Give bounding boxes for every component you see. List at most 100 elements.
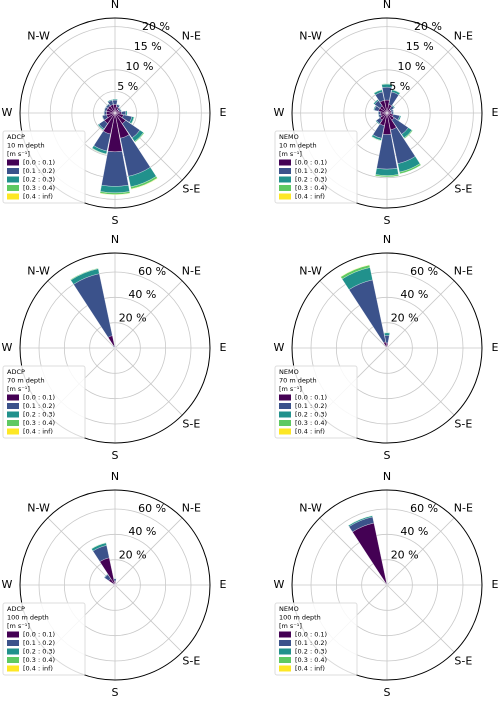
- legend-label: [0.0 : 0.1): [295, 631, 327, 639]
- legend-label: [0.2 : 0.3): [23, 648, 55, 656]
- direction-label: N: [111, 233, 119, 246]
- wind-bar: [73, 273, 113, 338]
- r-tick-label: 20 %: [142, 20, 170, 33]
- legend-swatch: [279, 640, 291, 646]
- wind-bar: [101, 115, 105, 121]
- legend-box: [274, 365, 358, 439]
- legend-title: ADCP: [7, 605, 25, 613]
- wind-bar: [112, 99, 118, 101]
- outer-circle: [19, 489, 211, 681]
- grid-spoke: [386, 347, 455, 416]
- grid-spoke: [319, 517, 388, 586]
- direction-label: N-W: [299, 30, 322, 43]
- grid-spoke: [319, 280, 388, 349]
- legend-swatch: [7, 193, 19, 200]
- wind-bar: [375, 168, 399, 176]
- outer-circle: [291, 252, 483, 444]
- r-tick-label: 20 %: [391, 312, 419, 325]
- legend-title: NEMO: [279, 605, 299, 613]
- legend-label: [0.2 : 0.3): [295, 176, 327, 184]
- legend-box: [2, 602, 86, 676]
- r-tick-label: 20 %: [119, 549, 147, 562]
- legend-label: [0.4 : inf): [295, 193, 325, 201]
- legend-swatch: [279, 648, 291, 655]
- direction-label: W: [2, 341, 13, 354]
- legend-title: 70 m depth: [7, 377, 45, 385]
- legend-swatch: [7, 657, 19, 663]
- wind-bar: [391, 111, 394, 115]
- wind-bar: [375, 174, 399, 178]
- direction-label: N-W: [27, 265, 50, 278]
- r-tick-label: 20 %: [414, 20, 442, 33]
- legend-box: [2, 365, 86, 439]
- legend-swatch: [279, 657, 291, 663]
- legend-label: [0.1 : 0.2): [295, 167, 327, 175]
- legend-swatch: [7, 176, 19, 183]
- direction-label: W: [2, 578, 13, 591]
- grid-spoke: [47, 517, 116, 586]
- wind-bar: [384, 332, 390, 336]
- direction-label: E: [492, 578, 499, 591]
- wind-bar: [91, 542, 107, 550]
- wind-bar: [373, 99, 379, 105]
- wind-bar: [373, 89, 383, 94]
- wind-bar: [112, 583, 115, 585]
- direction-label: S-E: [182, 654, 200, 667]
- wind-bar: [118, 107, 121, 110]
- legend-title: [m s⁻¹]: [279, 150, 302, 158]
- direction-label: N: [111, 0, 119, 11]
- legend-label: [0.0 : 0.1): [295, 159, 327, 167]
- wind-bar: [121, 110, 126, 116]
- wind-bar: [397, 115, 402, 121]
- legend-title: ADCP: [7, 133, 25, 141]
- grid-spoke: [386, 517, 455, 586]
- r-tick-label: 40 %: [400, 288, 428, 301]
- legend-title: NEMO: [279, 133, 299, 141]
- r-tick-label: 10 %: [398, 60, 426, 73]
- r-tick-label: 10 %: [126, 60, 154, 73]
- r-tick-label: 20 %: [391, 549, 419, 562]
- r-tick-label: 5 %: [117, 80, 138, 93]
- legend-swatch: [7, 411, 19, 418]
- direction-label: W: [2, 106, 13, 119]
- legend-label: [0.4 : inf): [295, 665, 325, 673]
- wind-bar: [120, 109, 122, 112]
- legend-label: [0.2 : 0.3): [23, 411, 55, 419]
- legend-title: ADCP: [7, 368, 25, 376]
- wind-bar: [97, 123, 105, 131]
- wind-bar: [348, 279, 386, 343]
- legend-title: [m s⁻¹]: [279, 385, 302, 393]
- legend-swatch: [7, 420, 19, 426]
- grid-spoke: [114, 584, 183, 653]
- direction-label: N-E: [182, 502, 201, 515]
- grid-spoke: [386, 280, 455, 349]
- r-tick-label: 20 %: [119, 312, 147, 325]
- wind-bar: [373, 105, 377, 111]
- legend-title: 70 m depth: [279, 377, 317, 385]
- direction-label: S: [112, 449, 119, 462]
- direction-label: S-E: [182, 417, 200, 430]
- direction-label: S-E: [454, 654, 472, 667]
- direction-label: N-E: [454, 30, 473, 43]
- legend-label: [0.1 : 0.2): [23, 639, 55, 647]
- grid-spoke: [386, 45, 455, 114]
- legend-swatch: [7, 159, 19, 166]
- legend-swatch: [279, 193, 291, 200]
- grid-spoke: [114, 517, 183, 586]
- outer-circle: [19, 252, 211, 444]
- legend-swatch: [279, 631, 291, 638]
- wind-bar: [386, 582, 388, 584]
- direction-label: W: [274, 106, 285, 119]
- wind-bar: [105, 103, 110, 108]
- wind-bar: [100, 184, 130, 194]
- grid-spoke: [47, 45, 116, 114]
- direction-label: N: [383, 0, 391, 11]
- grid-spoke: [114, 45, 183, 114]
- legend-title: [m s⁻¹]: [7, 150, 30, 158]
- legend-swatch: [279, 420, 291, 426]
- direction-label: N: [111, 470, 119, 483]
- grid-spoke: [386, 584, 455, 653]
